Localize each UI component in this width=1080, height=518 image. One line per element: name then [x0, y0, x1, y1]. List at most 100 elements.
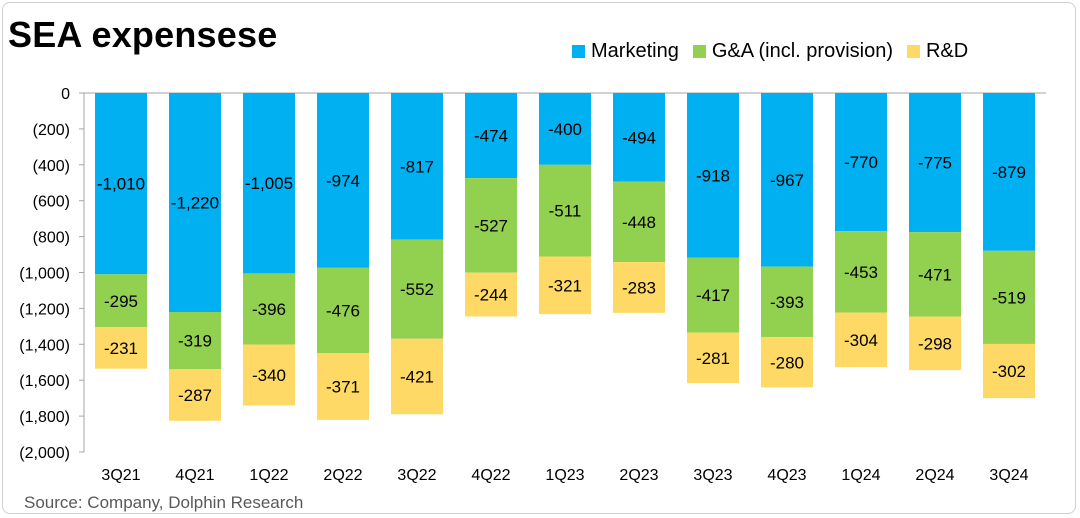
y-tick-label: 0 [61, 86, 70, 103]
data-label: -527 [474, 216, 508, 235]
bar-segment [317, 93, 369, 268]
bar-segment [687, 332, 739, 384]
bar-segment [761, 337, 813, 388]
bar-segment [835, 93, 887, 232]
x-tick-label: 1Q24 [841, 467, 880, 484]
bar-segment [317, 267, 369, 354]
x-tick-label: 2Q23 [619, 467, 658, 484]
y-tick-label: (2,000) [19, 445, 70, 462]
x-tick-label: 4Q22 [471, 467, 510, 484]
bar-segment [613, 262, 665, 313]
legend: Marketing G&A (incl. provision) R&D [572, 40, 982, 63]
data-label: -879 [992, 163, 1026, 182]
data-label: -1,220 [171, 193, 219, 212]
bar-segment [243, 273, 295, 345]
y-tick-label: (200) [33, 122, 70, 139]
data-label: -967 [770, 171, 804, 190]
y-tick-label: (1,400) [19, 337, 70, 354]
bar-segment [613, 181, 665, 263]
data-label: -453 [844, 263, 878, 282]
y-tick-label: (1,000) [19, 266, 70, 283]
legend-swatch-marketing [572, 45, 585, 58]
data-label: -321 [548, 276, 582, 295]
x-tick-label: 2Q22 [323, 467, 362, 484]
data-label: -775 [918, 154, 952, 173]
data-label: -400 [548, 120, 582, 139]
x-tick-label: 4Q21 [175, 467, 214, 484]
x-tick-label: 3Q21 [101, 467, 140, 484]
data-label: -817 [400, 157, 434, 176]
source-note: Source: Company, Dolphin Research [24, 493, 304, 512]
data-label: -552 [400, 280, 434, 299]
bar-segment [909, 93, 961, 233]
bar-segment [169, 369, 221, 421]
legend-label-ga: G&A (incl. provision) [711, 40, 893, 62]
legend-label-rnd: R&D [925, 40, 969, 62]
legend-swatch-rnd [906, 45, 920, 58]
bar-segment [835, 231, 887, 313]
x-tick-label: 2Q24 [915, 467, 954, 484]
bar-segment [243, 93, 295, 274]
bar-segment [539, 93, 591, 165]
x-tick-label: 3Q24 [989, 467, 1028, 484]
bar-segment [243, 344, 295, 406]
bar-segment [761, 266, 813, 338]
bar-segment [687, 93, 739, 258]
data-label: -974 [326, 171, 360, 190]
data-label: -476 [326, 302, 360, 321]
data-label: -511 [549, 202, 582, 221]
data-label: -474 [474, 127, 508, 146]
data-label: -1,010 [97, 175, 145, 194]
data-label: -448 [622, 213, 656, 232]
bar-segment [909, 232, 961, 317]
bar-segment [169, 93, 221, 312]
bar-segment [465, 272, 517, 317]
bar-segment [761, 93, 813, 267]
bar-segment [613, 93, 665, 182]
bar-segment [465, 93, 517, 179]
data-label: -302 [992, 362, 1026, 381]
x-tick-label: 4Q23 [767, 467, 806, 484]
bar-segment [983, 250, 1035, 344]
data-label: -319 [178, 332, 212, 351]
data-label: -417 [696, 286, 730, 305]
y-tick-label: (600) [33, 194, 70, 211]
bar-segment [95, 327, 147, 369]
bar-segment [539, 256, 591, 315]
bar-segment [391, 338, 443, 415]
data-label: -393 [770, 293, 804, 312]
data-label: -494 [622, 128, 656, 147]
data-label: -421 [400, 368, 434, 387]
x-tick-label: 3Q23 [693, 467, 732, 484]
bar-segment [539, 164, 591, 257]
data-label: -231 [104, 339, 138, 358]
data-label: -244 [474, 286, 508, 305]
y-tick-label: (400) [33, 158, 70, 175]
legend-item-rnd: R&D [906, 40, 969, 63]
bar-segment [391, 93, 443, 240]
data-label: -298 [918, 334, 952, 353]
bar-segment [95, 93, 147, 275]
data-label: -918 [696, 166, 730, 185]
x-tick-label: 3Q22 [397, 467, 436, 484]
x-tick-label: 1Q22 [249, 467, 288, 484]
data-label: -287 [178, 386, 212, 405]
legend-item-marketing: Marketing [572, 40, 679, 63]
data-label: -770 [844, 153, 878, 172]
legend-label-marketing: Marketing [591, 40, 679, 62]
data-label: -471 [918, 265, 952, 284]
y-tick-label: (1,800) [19, 409, 70, 426]
x-tick-label: 1Q23 [545, 467, 584, 484]
chart-title: SEA expensese [8, 14, 278, 55]
bar-segment [317, 353, 369, 420]
data-label: -371 [326, 378, 360, 397]
y-tick-label: (800) [33, 230, 70, 247]
bar-segment [909, 316, 961, 371]
bar-segment [983, 93, 1035, 251]
data-label: -304 [844, 331, 878, 350]
bar-segment [169, 311, 221, 370]
bar-segment [95, 274, 147, 328]
y-tick-label: (1,200) [19, 301, 70, 318]
